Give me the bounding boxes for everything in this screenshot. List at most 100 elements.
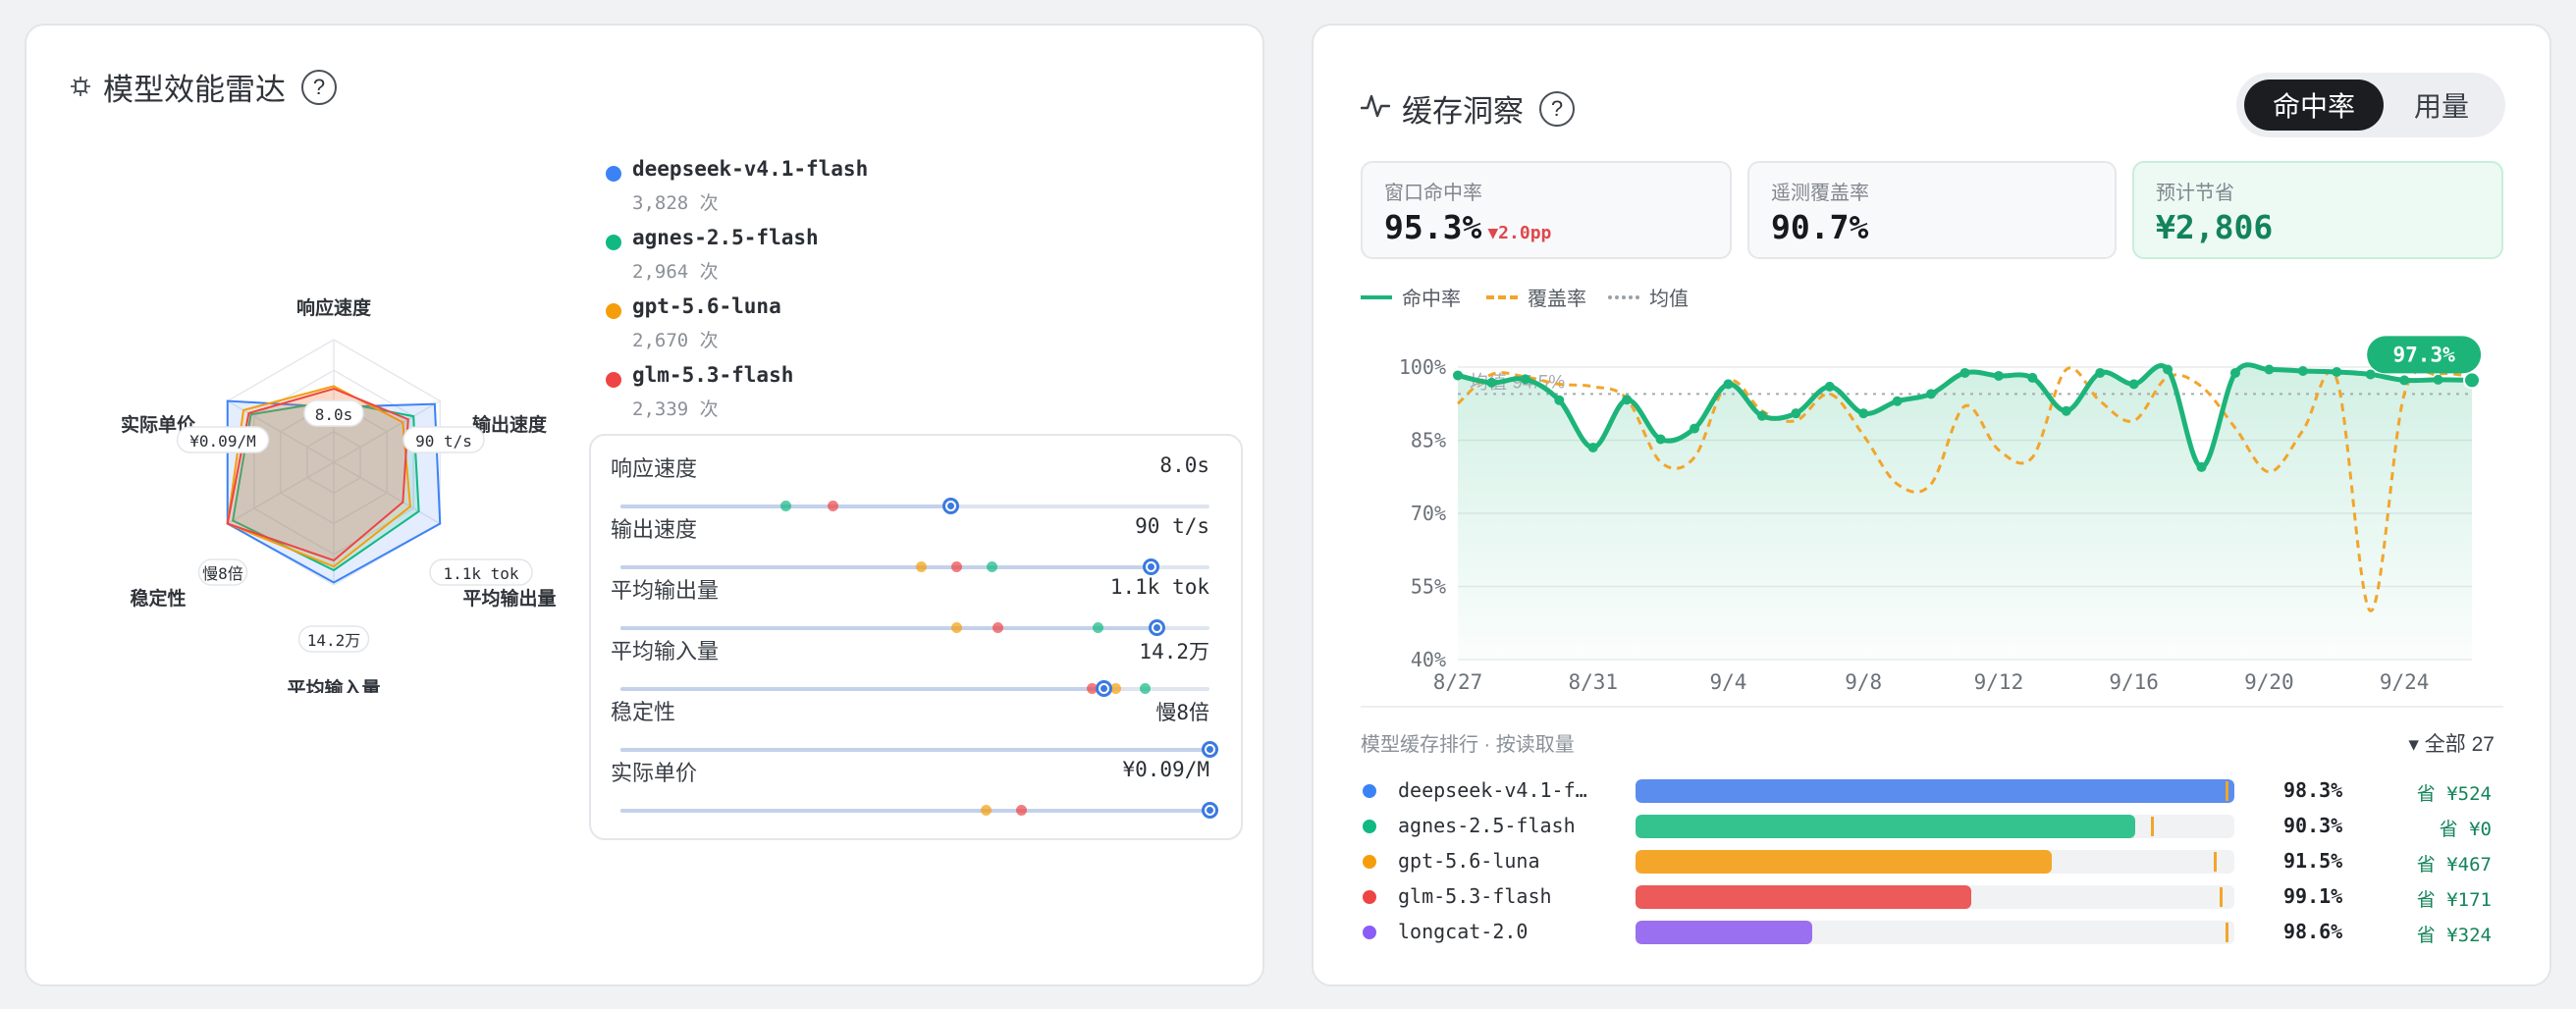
help-icon[interactable]: ? xyxy=(1539,90,1575,127)
model-point xyxy=(780,501,791,511)
metric-slider-panel: 响应速度 8.0s 输出速度 90 t/s 平均输出量 1.1k tok 平均输入量 14.2… xyxy=(589,434,1243,840)
metric-fill xyxy=(620,687,1103,691)
x-tick-label: 9/12 xyxy=(1974,670,2024,693)
metric-knob[interactable] xyxy=(1202,802,1218,819)
radar-axis xyxy=(333,399,441,463)
stat-label: 窗口命中率 xyxy=(1384,183,1482,204)
metric-knob[interactable] xyxy=(942,498,959,514)
hit-rate-marker xyxy=(2213,852,2217,872)
model-color-dot xyxy=(1363,890,1376,904)
read-share-bar xyxy=(1636,815,2136,838)
y-tick-label: 55% xyxy=(1411,575,1446,599)
hit-rate-point[interactable] xyxy=(2196,461,2207,472)
hit-rate-point[interactable] xyxy=(1791,408,1801,419)
card-title: 缓存洞察 xyxy=(1402,94,1524,129)
hit-rate-point[interactable] xyxy=(1622,395,1633,405)
model-name: glm-5.3-flash xyxy=(1398,884,1552,908)
model-name: agnes-2.5-flash xyxy=(632,226,819,249)
hit-rate-point[interactable] xyxy=(2399,375,2410,386)
model-count: 2,339 次 xyxy=(632,398,719,420)
radar-value: 14.2万 xyxy=(307,631,361,650)
radar-value-pill xyxy=(297,625,370,653)
hit-rate-point[interactable] xyxy=(2264,364,2275,375)
ranking-row[interactable]: agnes-2.5-flash 90.3% 省 ¥0 xyxy=(1363,813,2492,842)
metric-track xyxy=(620,802,1218,819)
hit-rate-point[interactable] xyxy=(1554,395,1565,405)
ranking-filter-dropdown[interactable]: ▾ 全部 27 xyxy=(2408,733,2495,756)
stat-value: ¥2,806 xyxy=(2156,208,2274,246)
hit-rate-point[interactable] xyxy=(2128,379,2139,390)
hit-rate-toggle[interactable]: 命中率 xyxy=(2244,80,2384,131)
hit-rate-point[interactable] xyxy=(1858,408,1869,419)
hit-rate-value: 98.3% xyxy=(2283,778,2343,802)
ranking-row[interactable]: longcat-2.0 98.6% 省 ¥324 xyxy=(1363,919,2492,948)
hit-rate-value: 91.5% xyxy=(2283,849,2343,873)
metric-knob[interactable] xyxy=(1149,619,1165,636)
hit-rate-point[interactable] xyxy=(1959,367,1970,378)
radar-series xyxy=(226,387,409,562)
model-color-dot xyxy=(606,303,621,319)
hit-rate-point[interactable] xyxy=(2163,364,2174,375)
hit-rate-point[interactable] xyxy=(1486,377,1497,388)
hit-rate-point[interactable] xyxy=(1993,370,2004,381)
hit-rate-point[interactable] xyxy=(2229,367,2240,378)
hit-rate-point[interactable] xyxy=(2061,405,2071,416)
metric-fill xyxy=(620,809,1209,813)
hit-rate-point[interactable] xyxy=(1723,379,1734,390)
hit-rate-point[interactable] xyxy=(2332,366,2342,377)
stat-label: 预计节省 xyxy=(2156,183,2234,204)
metric-fill xyxy=(620,565,1151,569)
hit-rate-point[interactable] xyxy=(1892,396,1903,406)
hit-rate-point[interactable] xyxy=(1824,381,1835,392)
model-point xyxy=(1093,622,1103,633)
radar-value-pill xyxy=(402,426,485,453)
metric-track xyxy=(620,619,1209,636)
radar-axis xyxy=(227,461,335,525)
dotted-line-icon xyxy=(1608,294,1639,299)
window-hit-rate-stat: 窗口命中率 95.3% ▼2.0pp xyxy=(1361,161,1732,259)
hit-rate-point[interactable] xyxy=(1756,410,1767,421)
delta-badge: ▼2.0pp xyxy=(1487,223,1552,243)
hit-rate-point[interactable] xyxy=(2095,367,2106,378)
coverage-stat: 遥测覆盖率 90.7% xyxy=(1747,161,2117,259)
hit-rate-point[interactable] xyxy=(2433,374,2443,385)
metric-knob[interactable] xyxy=(1143,558,1159,575)
read-share-bar xyxy=(1636,850,2052,874)
usage-toggle[interactable]: 用量 xyxy=(2413,91,2469,122)
metric-label: 平均输出量 xyxy=(611,578,720,603)
hit-rate-point[interactable] xyxy=(1690,423,1700,434)
model-point xyxy=(828,501,838,511)
cache-card-header: 缓存洞察 ? xyxy=(1360,86,1575,131)
hit-rate-point[interactable] xyxy=(2365,369,2376,380)
coverage-line xyxy=(1456,366,2473,612)
metric-label: 实际单价 xyxy=(611,761,698,785)
metric-knob[interactable] xyxy=(1096,680,1112,697)
x-tick-label: 9/24 xyxy=(2380,670,2430,693)
solid-line-icon xyxy=(1361,294,1392,299)
radar-axis-label: 实际单价 xyxy=(121,413,196,436)
x-tick-label: 9/8 xyxy=(1845,670,1882,693)
ranking-row[interactable]: glm-5.3-flash 99.1% 省 ¥171 xyxy=(1363,883,2492,913)
model-name: deepseek-v4.1-f… xyxy=(1398,778,1587,802)
ranking-row[interactable]: deepseek-v4.1-f… 98.3% 省 ¥524 xyxy=(1363,777,2492,807)
metric-row: 平均输入量 14.2万 xyxy=(611,634,1209,697)
metric-fill xyxy=(620,748,1209,752)
hit-rate-point[interactable] xyxy=(1520,374,1530,385)
hit-rate-marker xyxy=(2150,817,2154,836)
help-icon[interactable]: ? xyxy=(301,69,337,105)
model-point xyxy=(951,622,962,633)
model-name: agnes-2.5-flash xyxy=(1398,814,1576,837)
hit-rate-point[interactable] xyxy=(1655,434,1666,445)
hit-rate-point[interactable] xyxy=(1926,389,1937,399)
savings-value: 省 ¥171 xyxy=(2416,889,2492,911)
hit-rate-point[interactable] xyxy=(1453,370,1463,381)
ranking-row[interactable]: gpt-5.6-luna 91.5% 省 ¥467 xyxy=(1363,848,2492,877)
hit-rate-point[interactable] xyxy=(2463,371,2481,390)
metric-knob[interactable] xyxy=(1202,741,1218,758)
radar-value: ¥0.09/M xyxy=(189,432,255,451)
hit-rate-point[interactable] xyxy=(2027,372,2038,383)
hit-rate-point[interactable] xyxy=(2297,365,2308,376)
hit-rate-point[interactable] xyxy=(1587,442,1598,452)
metric-fill xyxy=(620,626,1156,630)
dashed-line-icon xyxy=(1486,294,1518,299)
